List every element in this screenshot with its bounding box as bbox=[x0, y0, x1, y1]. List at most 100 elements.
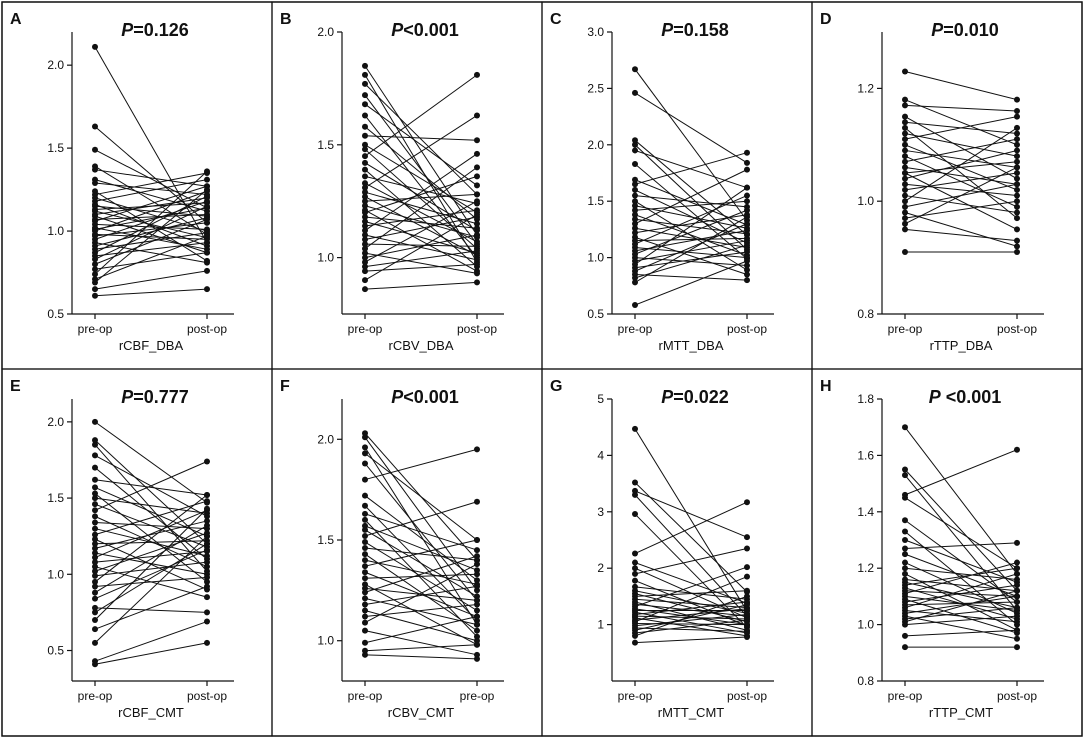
pair-line bbox=[94, 642, 208, 665]
pair-line bbox=[94, 190, 208, 262]
post-point bbox=[204, 186, 210, 193]
pre-point bbox=[362, 613, 368, 620]
pair-line bbox=[904, 542, 1018, 549]
y-tick-label: 3.0 bbox=[587, 25, 604, 39]
pre-point bbox=[362, 627, 368, 634]
pair-line bbox=[94, 232, 208, 250]
pre-point bbox=[632, 479, 638, 486]
pre-point bbox=[362, 112, 368, 119]
y-tick-label: 1.5 bbox=[317, 138, 334, 152]
pair-line bbox=[634, 251, 748, 269]
pair-line bbox=[634, 595, 748, 637]
pair-line bbox=[364, 65, 478, 236]
post-point bbox=[474, 621, 480, 628]
post-point bbox=[1014, 604, 1020, 611]
x-axis-label: rTTP_DBA bbox=[930, 338, 993, 353]
post-point bbox=[1014, 539, 1020, 546]
pre-point bbox=[92, 286, 98, 293]
x-axis-label: rCBV_CMT bbox=[388, 705, 455, 720]
post-point bbox=[744, 499, 750, 506]
post-point bbox=[204, 168, 210, 175]
panel-c: C P=0.158 0.5 1.0 1.5 2.0 2.5 3.0 pre-op post-opr… bbox=[541, 1, 813, 370]
post-point bbox=[744, 220, 750, 227]
pair-line bbox=[904, 449, 1018, 496]
pre-point bbox=[902, 472, 908, 479]
pre-point bbox=[902, 226, 908, 233]
pair-line bbox=[94, 461, 208, 511]
pre-point bbox=[362, 539, 368, 546]
pair-line bbox=[364, 495, 478, 581]
p-value-text: =0.022 bbox=[673, 387, 729, 407]
pre-point bbox=[362, 551, 368, 558]
y-tick-label: 0.5 bbox=[47, 307, 64, 321]
panel-border bbox=[811, 368, 1083, 737]
pre-point bbox=[362, 476, 368, 483]
post-point bbox=[474, 150, 480, 157]
p-value-symbol: P bbox=[121, 387, 134, 407]
post-point bbox=[744, 621, 750, 628]
post-point bbox=[204, 286, 210, 293]
pair-line bbox=[634, 237, 748, 242]
pre-point bbox=[632, 550, 638, 557]
pair-line bbox=[364, 597, 478, 626]
pair-line bbox=[94, 233, 208, 240]
post-point bbox=[1014, 153, 1020, 160]
pair-line bbox=[904, 615, 1018, 626]
pair-line bbox=[904, 553, 1018, 597]
pre-point bbox=[632, 639, 638, 646]
pair-line bbox=[634, 586, 748, 600]
x-category-label: post-op bbox=[187, 322, 227, 336]
pair-line bbox=[364, 610, 478, 642]
post-point bbox=[1014, 141, 1020, 148]
pre-point bbox=[92, 589, 98, 596]
pre-point bbox=[902, 136, 908, 143]
pre-point bbox=[362, 223, 368, 230]
post-point bbox=[204, 203, 210, 210]
pre-point bbox=[92, 559, 98, 566]
y-tick-label: 1.0 bbox=[587, 251, 604, 265]
pair-line bbox=[634, 68, 748, 221]
post-point bbox=[744, 617, 750, 624]
post-point bbox=[474, 232, 480, 239]
x-axis-label: rMTT_DBA bbox=[659, 338, 724, 353]
pair-line bbox=[94, 561, 208, 577]
pair-line bbox=[904, 127, 1018, 219]
post-point bbox=[474, 137, 480, 144]
pre-point bbox=[92, 578, 98, 585]
pair-line bbox=[364, 436, 478, 591]
x-category-label: pre-op bbox=[618, 689, 653, 703]
pre-point bbox=[632, 181, 638, 188]
pair-line bbox=[904, 562, 1018, 595]
pair-line bbox=[634, 608, 748, 621]
pre-point bbox=[632, 216, 638, 223]
x-category-label: pre-op bbox=[888, 322, 923, 336]
pair-line bbox=[634, 260, 748, 306]
pair-line bbox=[904, 567, 1018, 580]
post-point bbox=[1014, 587, 1020, 594]
post-point bbox=[474, 71, 480, 78]
x-axis-label: rTTP_CMT bbox=[929, 705, 993, 720]
pair-line bbox=[634, 92, 748, 164]
pair-line bbox=[364, 616, 478, 644]
pair-line bbox=[904, 595, 1018, 614]
pair-line bbox=[904, 629, 1018, 637]
pre-point bbox=[92, 43, 98, 50]
post-point bbox=[204, 517, 210, 524]
post-point bbox=[744, 267, 750, 274]
pair-line bbox=[364, 83, 478, 195]
pre-point bbox=[362, 277, 368, 284]
pair-line bbox=[364, 216, 478, 241]
pair-line bbox=[634, 274, 748, 281]
pre-point bbox=[92, 437, 98, 444]
y-tick-label: 1.0 bbox=[47, 567, 64, 581]
pre-point bbox=[362, 62, 368, 69]
post-point bbox=[204, 639, 210, 646]
pre-point bbox=[92, 476, 98, 483]
post-point bbox=[744, 237, 750, 244]
pre-point bbox=[632, 632, 638, 639]
pre-point bbox=[902, 517, 908, 524]
pre-point bbox=[92, 166, 98, 173]
y-tick-label: 1.8 bbox=[857, 392, 874, 406]
post-point bbox=[474, 279, 480, 286]
pair-line bbox=[634, 246, 748, 259]
